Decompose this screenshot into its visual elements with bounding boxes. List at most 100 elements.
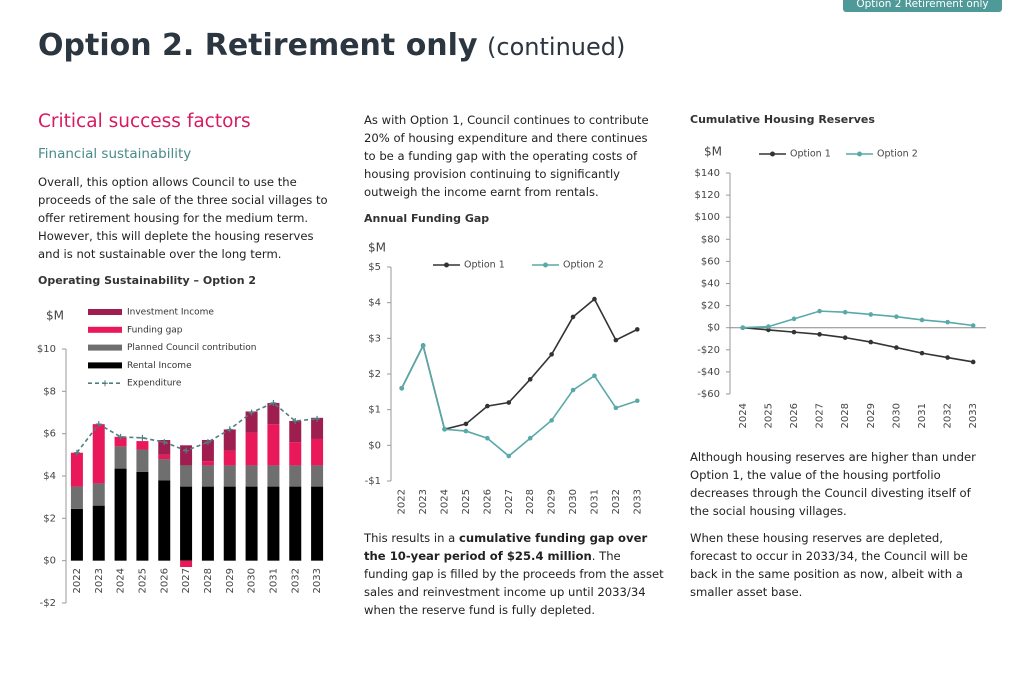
legend-swatch [88,344,122,351]
legend-label: Option 2 [563,260,604,271]
legend-swatch [88,326,122,333]
x-tick-label: 2027 [181,568,192,593]
point-marker [270,399,277,406]
bar-segment [201,461,214,466]
legend-marker [543,262,548,268]
bar-segment [245,486,258,561]
bar-segment [92,424,105,484]
x-tick-label: 2030 [247,568,258,593]
x-tick-label: 2023 [94,568,105,593]
bar-segment [289,442,302,466]
y-tick-label: $0 [368,440,381,451]
bar-segment [180,465,193,487]
point-marker [868,312,874,317]
point-marker [894,314,899,319]
point-marker [463,421,469,427]
point-marker [95,421,102,428]
point-marker [766,324,771,329]
x-tick-label: 2025 [137,568,148,593]
paragraph: As with Option 1, Council continues to c… [364,113,649,199]
series-line [400,343,638,458]
bar-segment [136,471,149,561]
bar-segment [223,486,236,561]
bar-segment [158,454,171,460]
x-tick-label: 2030 [891,403,902,428]
x-tick-label: 2029 [547,489,558,514]
y-tick-label: $8 [43,386,56,397]
point-marker [945,319,950,325]
section-subheading: Financial sustainability [38,146,192,162]
bar-segment [70,508,83,561]
point-marker [399,385,405,391]
y-tick-label: $1 [368,405,381,416]
point-marker [248,409,255,416]
page-title: Option 2. Retirement only (continued) [38,28,625,63]
legend-label: Option 1 [464,260,505,271]
x-tick-label: 2026 [159,568,170,593]
point-marker [463,428,469,434]
point-marker [506,400,512,405]
x-tick-label: 2032 [611,489,622,514]
text: . The funding gap is filled by the proce… [364,549,664,617]
bar-segment [245,465,258,487]
legend-label: Option 2 [877,149,918,160]
y-tick-label: $120 [695,190,720,201]
y-tick-label: -$40 [697,367,720,378]
bar-segment [201,486,214,561]
point-marker [842,309,848,315]
bar-segment [158,459,171,481]
bar-segment [311,486,324,561]
bar-segment [267,486,280,561]
legend-marker [857,151,862,157]
title-suffix: (continued) [487,33,626,61]
legend-marker [102,380,108,387]
series-line [742,326,974,363]
legend-label: Expenditure [127,379,182,389]
bar-segment [114,436,127,447]
point-marker [506,453,512,459]
x-tick-label: 2028 [203,568,214,593]
y-tick-label: $0 [707,323,720,334]
bar-segment [267,465,280,487]
bar-segment [267,424,280,466]
x-tick-label: 2025 [763,403,774,428]
x-tick-label: 2031 [917,403,928,428]
point-marker [791,329,797,335]
x-tick-label: 2029 [225,568,236,593]
point-marker [527,377,533,382]
point-marker [420,343,426,348]
x-tick-label: 2032 [290,568,301,593]
point-marker [442,426,447,432]
point-marker [613,337,619,343]
legend-label: Funding gap [127,325,183,335]
legend-swatch [88,362,122,369]
point-marker [970,359,976,365]
x-tick-label: 2028 [840,403,851,428]
bar-segment [70,452,83,487]
y-tick-label: $20 [701,301,720,312]
bar-segment [201,465,214,487]
bar-segment [223,465,236,487]
y-tick-label: $80 [701,234,720,245]
bar-segment [92,505,105,561]
point-marker [740,325,746,331]
bar-segment [245,432,258,466]
bar-segment [223,429,236,451]
point-marker [592,296,597,302]
y-tick-label: $60 [701,256,720,267]
legend-swatch [88,309,122,315]
point-marker [817,308,822,314]
series-line [742,310,974,329]
point-marker [592,373,597,379]
x-tick-label: 2032 [943,403,954,428]
summary-paragraph: This results in a cumulative funding gap… [364,529,664,619]
y-tick-label: -$60 [697,389,720,400]
point-marker [791,316,797,322]
y-tick-label: $5 [368,262,381,273]
bar-segment [223,450,236,466]
y-tick-label: $4 [368,298,381,309]
point-marker [945,355,950,360]
chart-title: Operating Sustainability – Option 2 [38,274,256,287]
